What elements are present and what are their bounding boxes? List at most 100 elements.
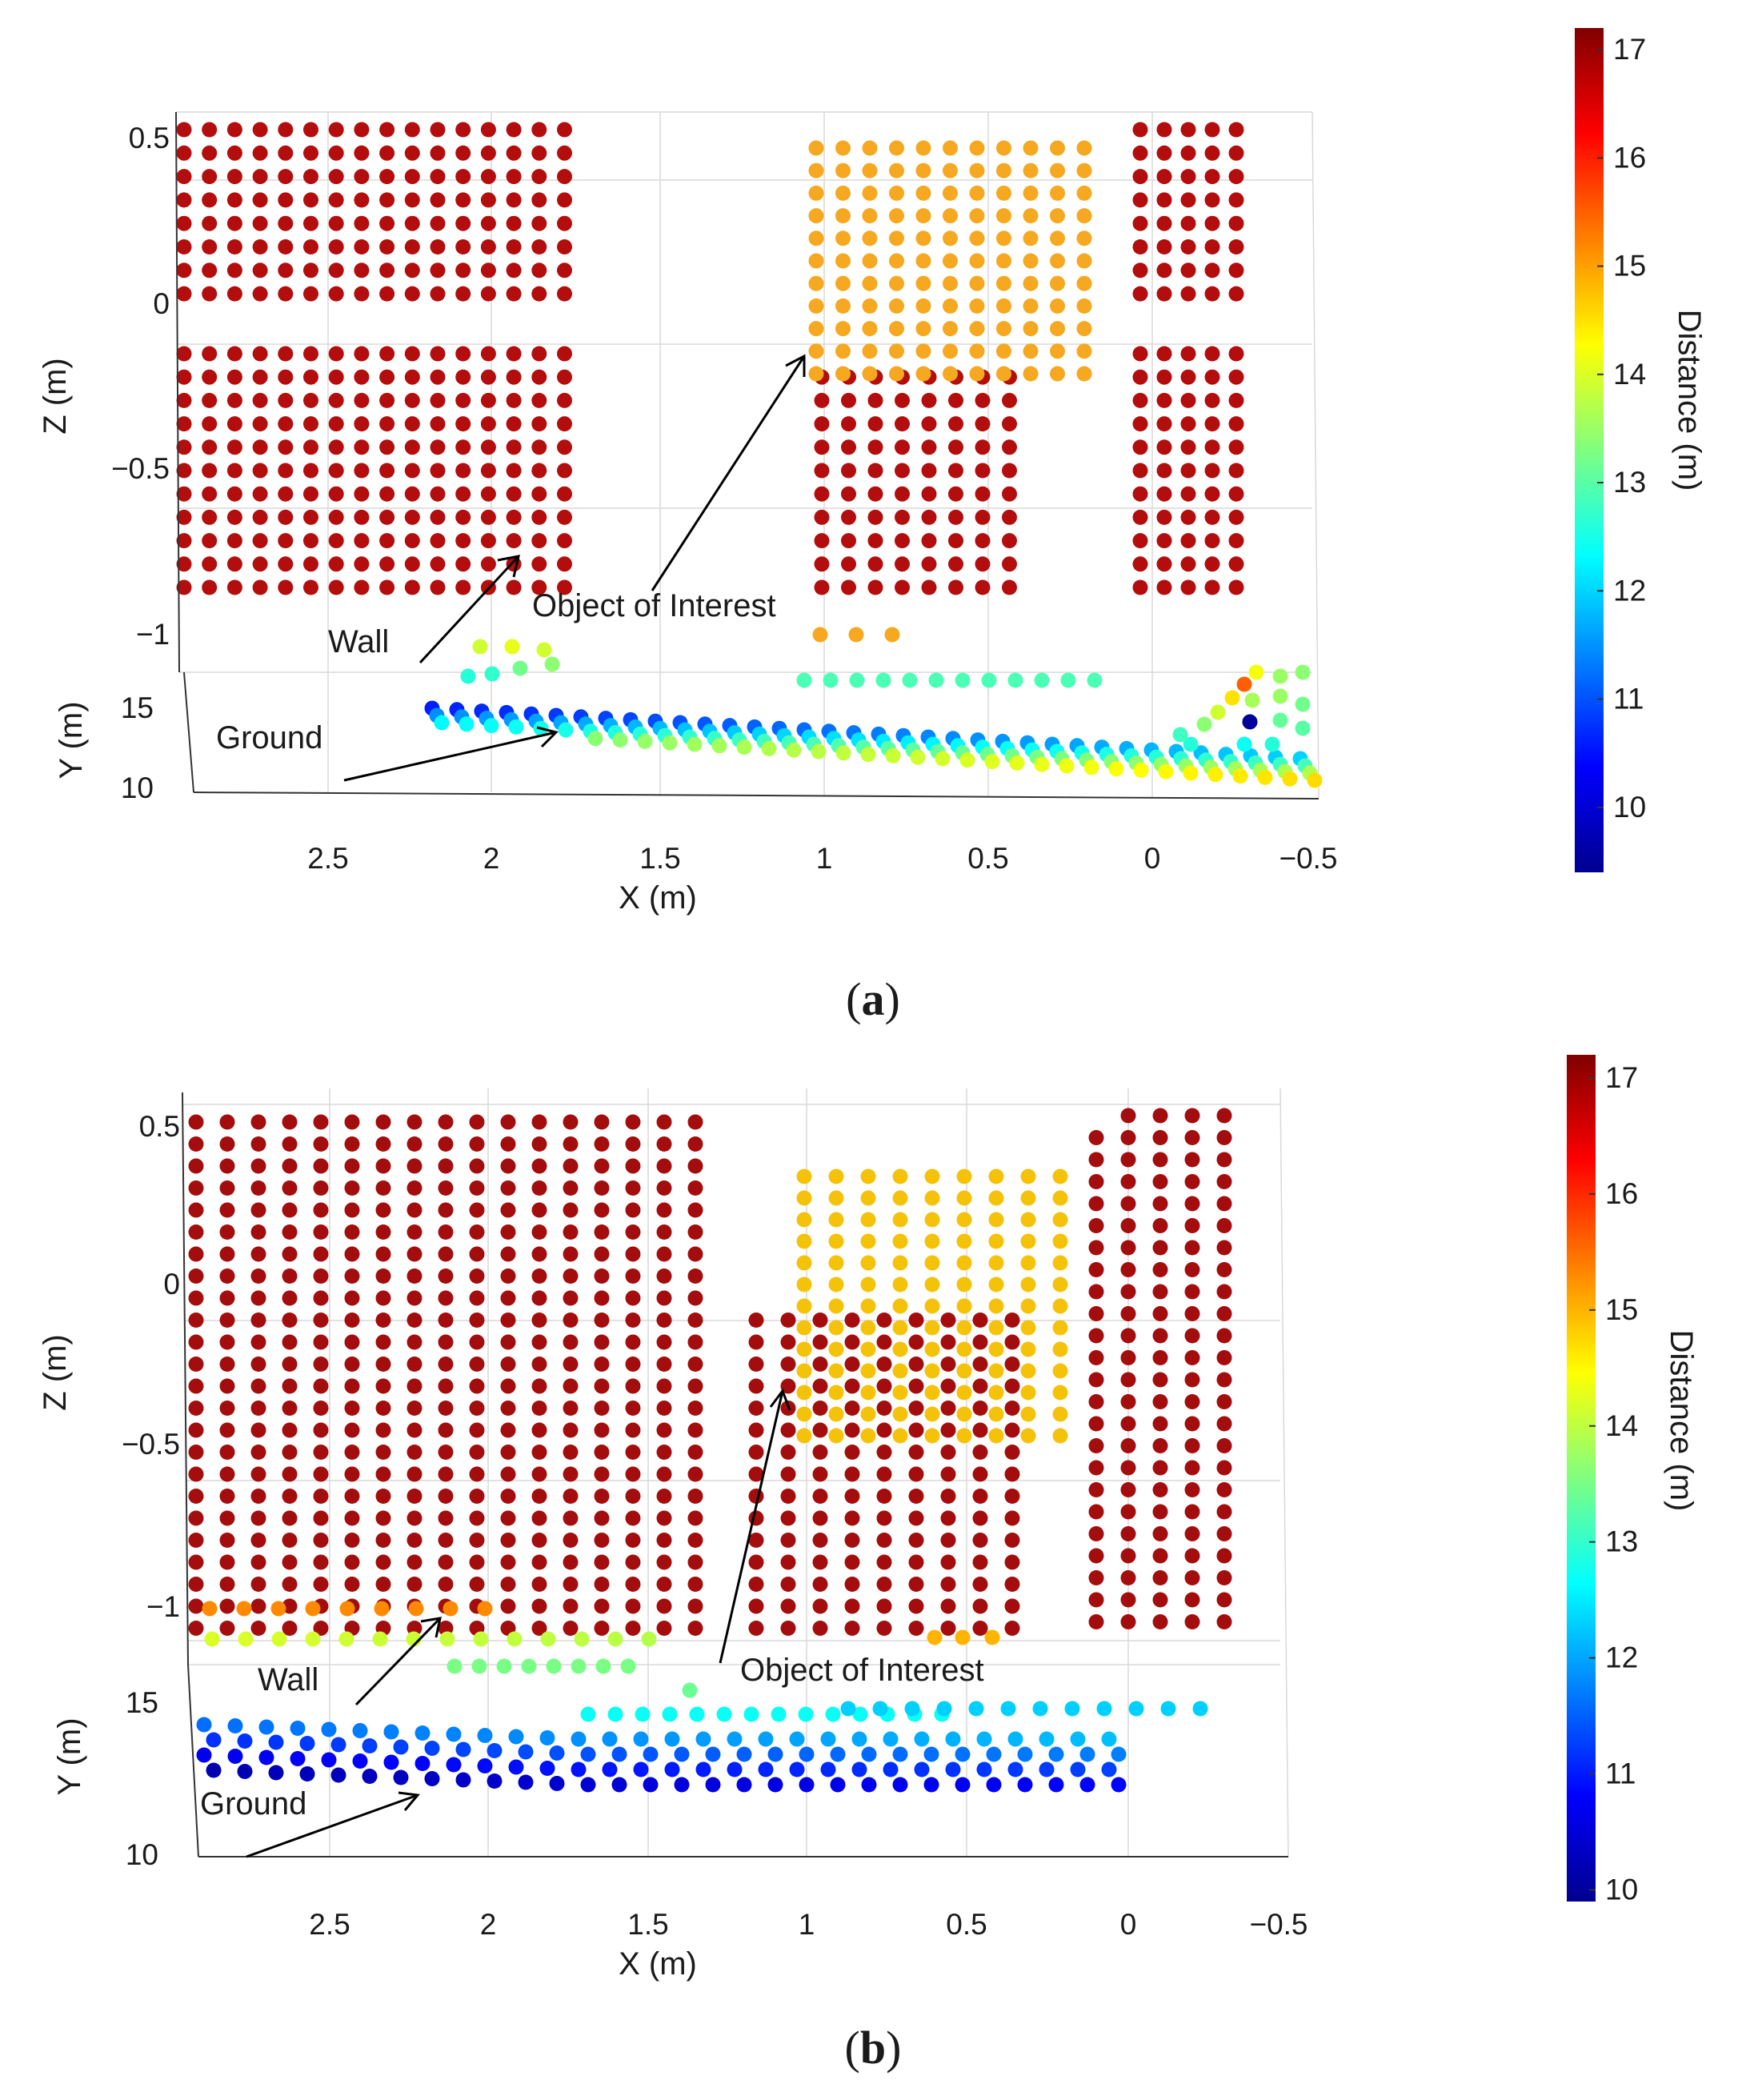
object-point [862, 253, 878, 269]
panel-b-annotation-ground: Ground [200, 1786, 306, 1821]
wall-point [480, 346, 496, 362]
wall-point [226, 533, 242, 549]
object-point [812, 627, 828, 643]
ground-point [1248, 664, 1264, 680]
wall-point [500, 1290, 516, 1306]
wall-point [500, 1466, 516, 1482]
wall-point [876, 1510, 892, 1526]
ground-point [736, 739, 752, 755]
ground-point [1064, 1701, 1080, 1717]
wall-point [379, 192, 395, 208]
wall-point [303, 286, 318, 302]
wall-point [1132, 579, 1148, 595]
wall-point [344, 1378, 360, 1394]
wall-point [1004, 1554, 1020, 1570]
wall-point [506, 486, 522, 502]
object-point [860, 1428, 876, 1444]
object-point [1020, 1363, 1036, 1379]
object-point [915, 321, 931, 337]
ground-point [1272, 668, 1288, 684]
wall-point [867, 579, 883, 595]
wall-point [252, 509, 268, 525]
object-point [969, 162, 985, 178]
object-point [915, 343, 931, 359]
wall-point [1120, 1372, 1136, 1388]
wall-point [531, 1224, 547, 1240]
wall-point [1184, 1394, 1200, 1409]
wall-point [506, 215, 522, 231]
wall-point [313, 1533, 329, 1548]
wall-point [1002, 533, 1017, 549]
wall-point [202, 439, 218, 455]
wall-point [406, 1290, 422, 1306]
wall-point [404, 486, 420, 502]
wall-point [780, 1577, 796, 1592]
wall-point [250, 1577, 266, 1592]
wall-point [531, 1114, 547, 1130]
wall-point [687, 1246, 703, 1262]
object-point [969, 275, 985, 291]
wall-point [219, 1554, 235, 1570]
object-point [996, 140, 1011, 156]
wall-point [687, 1378, 703, 1394]
wall-point [876, 1334, 892, 1350]
wall-point [176, 439, 192, 455]
wall-point [1120, 1218, 1136, 1233]
wall-point [480, 416, 496, 432]
ground-point [1017, 1777, 1033, 1793]
wall-point [1132, 509, 1148, 525]
z-tick-label: 0.5 [129, 122, 170, 154]
panel-a-z-axis-line [175, 111, 180, 673]
ground-point [1039, 1731, 1055, 1747]
wall-point [344, 1489, 360, 1504]
object-point [988, 1406, 1004, 1422]
wall-point [354, 463, 370, 479]
wall-point [375, 1422, 391, 1438]
wall-point [500, 1268, 516, 1284]
wall-point [908, 1533, 924, 1548]
ground-point [955, 1777, 971, 1793]
ground-point [1236, 676, 1252, 692]
wall-point [500, 1114, 516, 1130]
wall-point [563, 1114, 579, 1130]
wall-point [594, 1621, 610, 1636]
wall-point [1004, 1489, 1020, 1504]
object-point [915, 275, 931, 291]
object-point [892, 1406, 908, 1422]
wall-point [328, 192, 344, 208]
object-point [860, 1298, 876, 1314]
colorbar-tick-label: 17 [1605, 1061, 1638, 1094]
wall-point [531, 1290, 547, 1306]
wall-point [780, 1621, 796, 1636]
wall-point [780, 1334, 796, 1350]
wall-point [940, 1489, 956, 1504]
wall-point [430, 145, 446, 161]
object-point [860, 1168, 876, 1184]
wall-point [430, 439, 446, 455]
wall-point [278, 262, 294, 279]
wall-point [1216, 1174, 1232, 1189]
wall-point [1216, 1504, 1232, 1520]
wall-point [282, 1621, 298, 1636]
wall-point [188, 1202, 204, 1218]
wall-point [656, 1554, 672, 1570]
ground-point [1192, 1701, 1208, 1717]
wall-point [1216, 1372, 1232, 1388]
wall-point [780, 1489, 796, 1504]
wall-point [1120, 1526, 1136, 1541]
wall-point [1228, 192, 1244, 208]
ground-point [352, 1753, 368, 1769]
wall-point [250, 1334, 266, 1350]
x-tick-label: 0 [1144, 842, 1161, 875]
wall-point [1088, 1416, 1104, 1432]
wall-point [430, 486, 446, 502]
wall-point [278, 122, 294, 138]
wall-point [455, 145, 471, 161]
object-point [1020, 1276, 1036, 1292]
wall-point [841, 533, 856, 549]
ground-point [504, 639, 520, 655]
wall-point [687, 1445, 703, 1460]
wall-point [687, 1466, 703, 1482]
object-point [1052, 1320, 1068, 1336]
wall-point [252, 286, 268, 302]
